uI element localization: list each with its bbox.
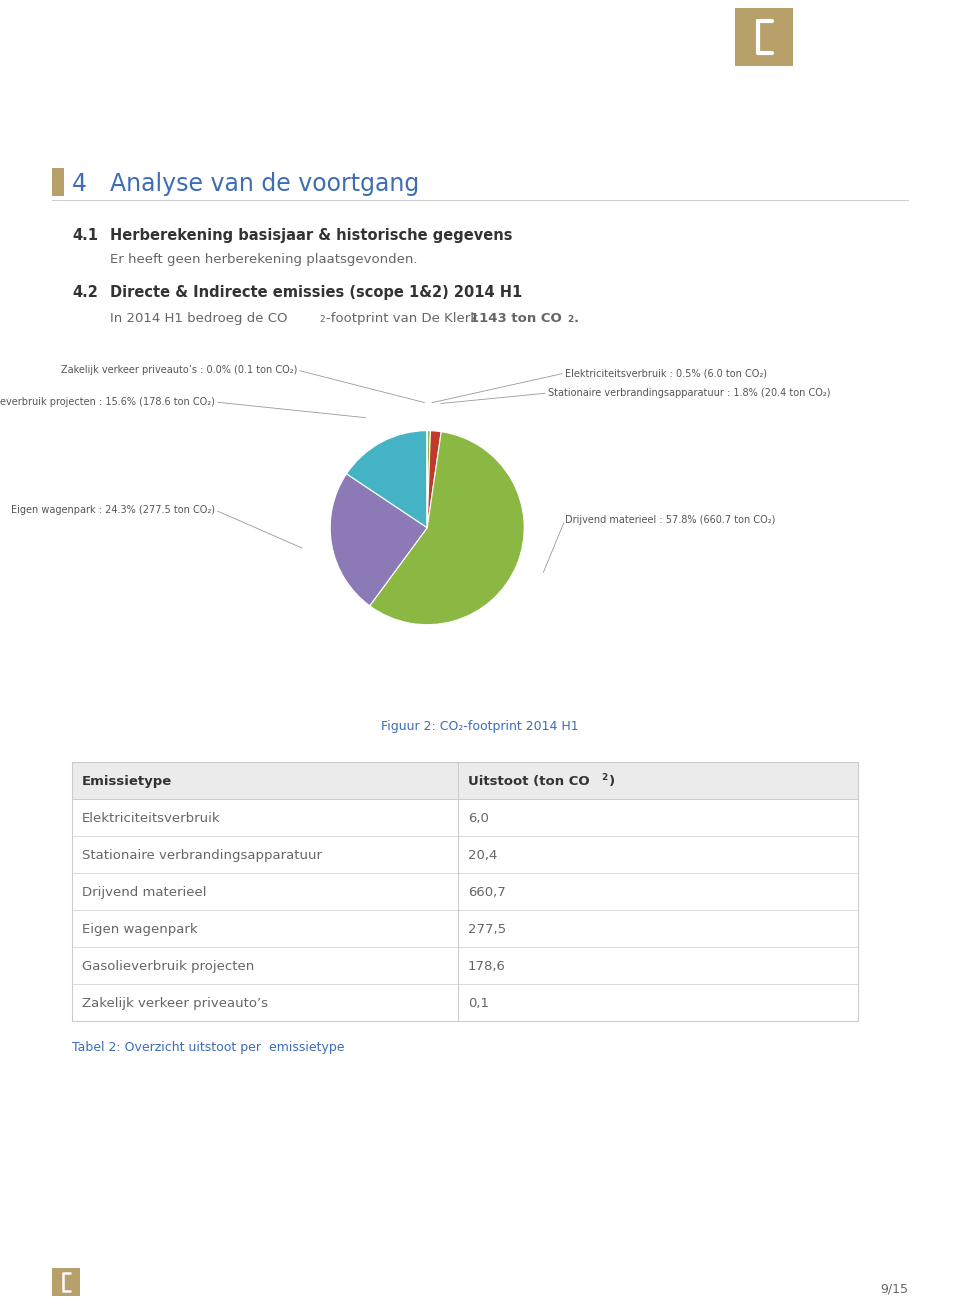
Wedge shape [330, 473, 427, 606]
Text: 660,7: 660,7 [468, 886, 506, 899]
Text: Gasolieverbruik projecten : 15.6% (178.6 ton CO₂): Gasolieverbruik projecten : 15.6% (178.6… [0, 397, 215, 406]
Wedge shape [427, 430, 430, 527]
Text: Emissietype: Emissietype [82, 775, 172, 788]
Text: 4.2: 4.2 [72, 284, 98, 300]
Text: 4: 4 [72, 172, 87, 197]
Text: Eigen wagenpark : 24.3% (277.5 ton CO₂): Eigen wagenpark : 24.3% (277.5 ton CO₂) [11, 505, 215, 515]
Wedge shape [427, 431, 442, 527]
Text: 178,6: 178,6 [468, 960, 506, 973]
Text: .: . [574, 312, 579, 325]
Text: 2: 2 [319, 316, 324, 325]
Wedge shape [347, 431, 427, 527]
Text: Drijvend materieel: Drijvend materieel [82, 886, 206, 899]
Text: Tabel 2: Overzicht uitstoot per  emissietype: Tabel 2: Overzicht uitstoot per emissiet… [72, 1041, 345, 1054]
Text: Eigen wagenpark: Eigen wagenpark [82, 923, 198, 936]
Text: In 2014 H1 bedroeg de CO: In 2014 H1 bedroeg de CO [110, 312, 287, 325]
Text: -footprint van De Klerk: -footprint van De Klerk [326, 312, 482, 325]
Text: Analyse van de voortgang: Analyse van de voortgang [110, 172, 420, 197]
Text: Directe & Indirecte emissies (scope 1&2) 2014 H1: Directe & Indirecte emissies (scope 1&2)… [110, 284, 522, 300]
Bar [72, 762, 858, 798]
Text: 1143 ton CO: 1143 ton CO [470, 312, 562, 325]
Text: ): ) [609, 775, 615, 788]
Text: 2: 2 [601, 773, 608, 781]
Bar [52, 1268, 80, 1297]
Text: 6,0: 6,0 [468, 812, 489, 825]
Text: 9/15: 9/15 [880, 1283, 908, 1297]
Text: 277,5: 277,5 [468, 923, 506, 936]
Text: 20,4: 20,4 [468, 850, 497, 863]
Text: Stationaire verbrandingsapparatuur: Stationaire verbrandingsapparatuur [82, 850, 322, 863]
Bar [72, 762, 858, 1021]
Text: Zakelijk verkeer priveauto’s: Zakelijk verkeer priveauto’s [82, 996, 268, 1009]
Text: Drijvend materieel : 57.8% (660.7 ton CO₂): Drijvend materieel : 57.8% (660.7 ton CO… [565, 515, 776, 524]
Text: 4.1: 4.1 [72, 228, 98, 243]
Text: Figuur 2: CO₂-footprint 2014 H1: Figuur 2: CO₂-footprint 2014 H1 [381, 720, 579, 733]
Bar [52, 168, 64, 197]
Text: 0,1: 0,1 [468, 996, 489, 1009]
Text: Elektriciteitsverbruik: Elektriciteitsverbruik [82, 812, 221, 825]
Text: Uitstoot (ton CO: Uitstoot (ton CO [468, 775, 589, 788]
Text: Gasolieverbruik projecten: Gasolieverbruik projecten [82, 960, 254, 973]
Text: Stationaire verbrandingsapparatuur : 1.8% (20.4 ton CO₂): Stationaire verbrandingsapparatuur : 1.8… [548, 388, 830, 399]
Text: Herberekening basisjaar & historische gegevens: Herberekening basisjaar & historische ge… [110, 228, 513, 243]
Text: 2: 2 [567, 316, 573, 325]
Wedge shape [370, 431, 524, 624]
Text: Zakelijk verkeer priveauto’s : 0.0% (0.1 ton CO₂): Zakelijk verkeer priveauto’s : 0.0% (0.1… [60, 364, 297, 375]
Bar [735, 8, 793, 66]
Text: Elektriciteitsverbruik : 0.5% (6.0 ton CO₂): Elektriciteitsverbruik : 0.5% (6.0 ton C… [565, 368, 767, 378]
Text: Er heeft geen herberekening plaatsgevonden.: Er heeft geen herberekening plaatsgevond… [110, 253, 418, 266]
